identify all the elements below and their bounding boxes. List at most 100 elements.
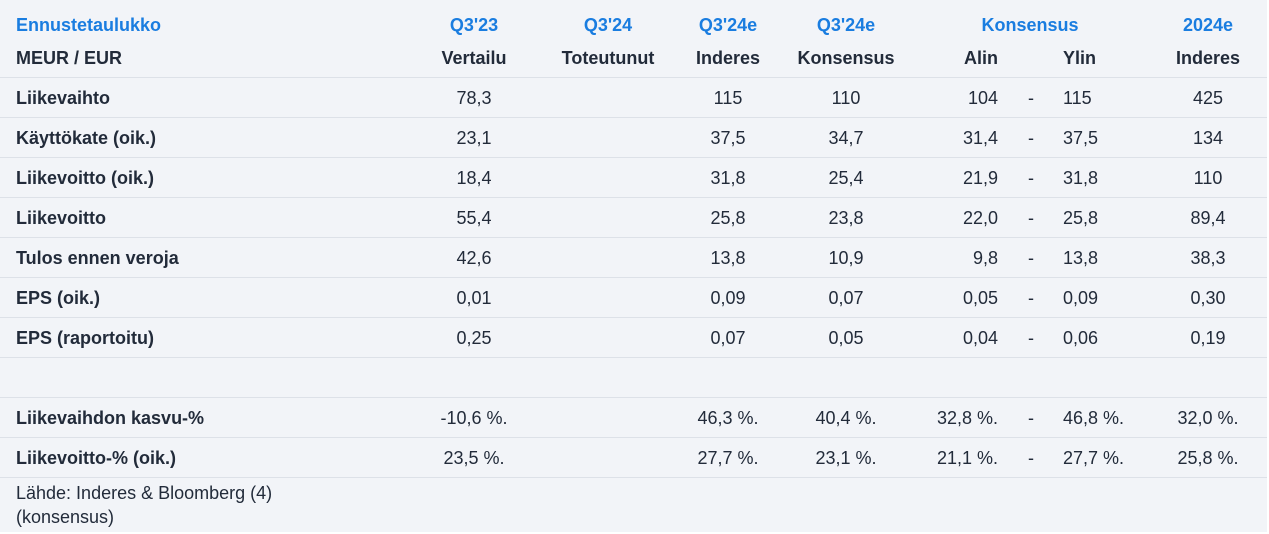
- cell-2024e: 0,19: [1190, 328, 1226, 348]
- cell-consensus: 110: [831, 88, 861, 108]
- cell-low: 0,05: [962, 288, 998, 308]
- table-title: Ennustetaulukko: [16, 15, 162, 35]
- cell-low: 21,1 %.: [936, 448, 998, 468]
- cell-inderes: 0,09: [710, 288, 746, 308]
- cell-2024e: 32,0 %.: [1177, 408, 1239, 428]
- cell-consensus: 0,05: [828, 328, 864, 348]
- cell-dash: -: [1028, 168, 1034, 188]
- cell-low: 21,9: [962, 168, 998, 188]
- header-q324: Q3'24: [583, 15, 633, 35]
- row-label: Liikevoitto: [16, 208, 107, 228]
- cell-low: 9,8: [972, 248, 998, 268]
- row-label: Liikevoitto (oik.): [16, 168, 155, 188]
- cell-dash: -: [1028, 408, 1034, 428]
- cell-dash: -: [1028, 88, 1034, 108]
- table-row: Käyttökate (oik.) 23,1 37,5 34,7 31,4 - …: [0, 118, 1267, 158]
- cell-2024e: 0,30: [1190, 288, 1226, 308]
- cell-high: 46,8 %.: [1063, 408, 1125, 428]
- cell-consensus: 0,07: [828, 288, 864, 308]
- cell-consensus: 23,8: [828, 208, 864, 228]
- cell-consensus: 23,1 %.: [815, 448, 877, 468]
- cell-high: 0,06: [1063, 328, 1099, 348]
- cell-inderes: 115: [713, 88, 743, 108]
- table-row: EPS (oik.) 0,01 0,09 0,07 0,05 - 0,09 0,…: [0, 278, 1267, 318]
- table-row: Liikevoitto-% (oik.) 23,5 %. 27,7 %. 23,…: [0, 438, 1267, 478]
- subheader-2024e: Inderes: [1175, 48, 1241, 68]
- cell-high: 25,8: [1063, 208, 1099, 228]
- cell-q323: 0,25: [456, 328, 492, 348]
- cell-inderes: 31,8: [710, 168, 746, 188]
- row-label: Liikevaihto: [16, 88, 111, 108]
- cell-2024e: 425: [1192, 88, 1224, 108]
- cell-dash: -: [1028, 208, 1034, 228]
- table-row: Liikevoitto (oik.) 18,4 31,8 25,4 21,9 -…: [0, 158, 1267, 198]
- cell-low: 31,4: [962, 128, 998, 148]
- row-label: Käyttökate (oik.): [16, 128, 157, 148]
- cell-high: 13,8: [1063, 248, 1099, 268]
- cell-inderes: 46,3 %.: [697, 408, 759, 428]
- header-2024e: 2024e: [1182, 15, 1234, 35]
- cell-high: 37,5: [1063, 128, 1099, 148]
- cell-dash: -: [1028, 328, 1034, 348]
- cell-low: 0,04: [962, 328, 998, 348]
- cell-low: 22,0: [962, 208, 998, 228]
- cell-high: 115: [1063, 88, 1092, 108]
- header-consensus: Konsensus: [981, 15, 1079, 35]
- source-note: Lähde: Inderes & Bloomberg (4) (konsensu…: [16, 483, 273, 527]
- cell-q323: 78,3: [456, 88, 492, 108]
- cell-consensus: 25,4: [828, 168, 864, 188]
- cell-high: 27,7 %.: [1063, 448, 1125, 468]
- row-label: EPS (oik.): [16, 288, 101, 308]
- unit-label: MEUR / EUR: [16, 48, 123, 68]
- header-row-periods: Ennustetaulukko Q3'23 Q3'24 Q3'24e Q3'24…: [0, 5, 1267, 45]
- row-label: Liikevoitto-% (oik.): [16, 448, 177, 468]
- cell-q323: 0,01: [456, 288, 492, 308]
- cell-q323: 23,5 %.: [443, 448, 505, 468]
- cell-low: 32,8 %.: [936, 408, 998, 428]
- cell-consensus: 34,7: [828, 128, 864, 148]
- table-row: Liikevaihto 78,3 115 110 104 - 115 425: [0, 78, 1267, 118]
- header-row-sub: MEUR / EUR Vertailu Toteutunut Inderes K…: [0, 38, 1267, 78]
- cell-dash: -: [1028, 248, 1034, 268]
- cell-inderes: 25,8: [710, 208, 746, 228]
- subheader-high: Ylin: [1063, 48, 1097, 68]
- subheader-inderes: Inderes: [695, 48, 761, 68]
- header-q323: Q3'23: [449, 15, 499, 35]
- cell-2024e: 110: [1193, 168, 1223, 188]
- table-row: EPS (raportoitu) 0,25 0,07 0,05 0,04 - 0…: [0, 318, 1267, 358]
- cell-dash: -: [1028, 448, 1034, 468]
- table-row: Liikevaihdon kasvu-% -10,6 %. 46,3 %. 40…: [0, 398, 1267, 438]
- subheader-low: Alin: [964, 48, 998, 68]
- cell-inderes: 27,7 %.: [697, 448, 759, 468]
- cell-inderes: 13,8: [710, 248, 746, 268]
- cell-consensus: 10,9: [828, 248, 864, 268]
- subheader-q324: Toteutunut: [561, 48, 655, 68]
- spacer-row: [0, 358, 1267, 398]
- cell-high: 31,8: [1063, 168, 1099, 188]
- row-label: Tulos ennen veroja: [16, 248, 179, 268]
- cell-2024e: 25,8 %.: [1177, 448, 1239, 468]
- cell-q323: 42,6: [456, 248, 492, 268]
- row-label: Liikevaihdon kasvu-%: [16, 408, 205, 428]
- header-q324e-consensus: Q3'24e: [816, 15, 876, 35]
- cell-2024e: 38,3: [1190, 248, 1226, 268]
- cell-consensus: 40,4 %.: [815, 408, 877, 428]
- cell-q323: 55,4: [456, 208, 492, 228]
- cell-dash: -: [1028, 128, 1034, 148]
- cell-low: 104: [967, 88, 998, 108]
- subheader-q323: Vertailu: [441, 48, 507, 68]
- cell-high: 0,09: [1063, 288, 1099, 308]
- header-q324e-inderes: Q3'24e: [698, 15, 758, 35]
- subheader-consensus: Konsensus: [797, 48, 895, 68]
- cell-dash: -: [1028, 288, 1034, 308]
- table-row: Tulos ennen veroja 42,6 13,8 10,9 9,8 - …: [0, 238, 1267, 278]
- cell-2024e: 134: [1192, 128, 1224, 148]
- cell-q323: -10,6 %.: [440, 408, 508, 428]
- cell-inderes: 37,5: [710, 128, 746, 148]
- cell-q323: 23,1: [456, 128, 492, 148]
- cell-inderes: 0,07: [710, 328, 746, 348]
- cell-q323: 18,4: [456, 168, 492, 188]
- row-label: EPS (raportoitu): [16, 328, 154, 348]
- table-row: Liikevoitto 55,4 25,8 23,8 22,0 - 25,8 8…: [0, 198, 1267, 238]
